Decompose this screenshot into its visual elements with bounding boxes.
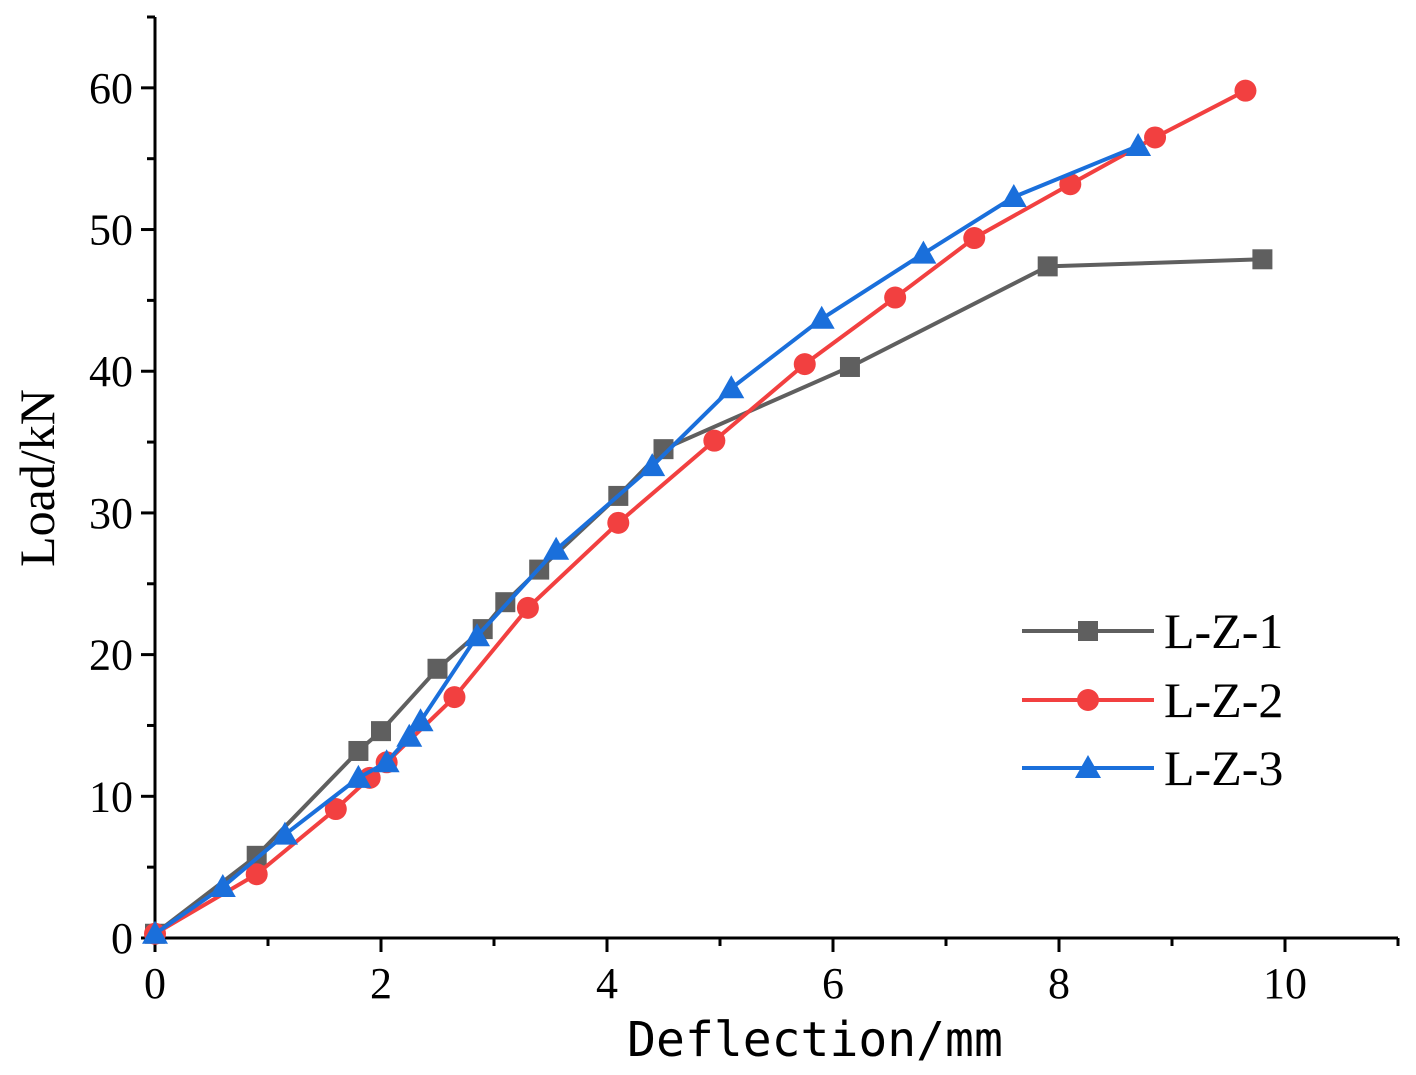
y-axis-title: Load/kN	[9, 389, 65, 567]
data-point-L-Z-1	[371, 721, 391, 742]
legend-label-L-Z-2: L-Z-2	[1164, 672, 1283, 728]
data-point-L-Z-2	[963, 227, 986, 250]
y-tick-label: 0	[111, 914, 133, 963]
data-point-L-Z-2	[516, 596, 539, 619]
x-tick-label: 6	[822, 959, 844, 1008]
legend: L-Z-1 L-Z-2 L-Z-3	[1022, 603, 1283, 796]
data-point-L-Z-2	[793, 353, 816, 376]
data-point-L-Z-3	[271, 821, 298, 845]
x-axis-title: Deflection/mm	[627, 1012, 1003, 1068]
data-point-L-Z-2	[324, 798, 347, 821]
y-tick-label: 60	[89, 64, 133, 113]
data-point-L-Z-1	[1252, 249, 1273, 270]
data-point-L-Z-1	[427, 658, 448, 679]
data-point-L-Z-3	[464, 623, 491, 647]
data-point-L-Z-1	[348, 740, 369, 761]
data-point-L-Z-3	[142, 920, 168, 944]
x-tick-label: 10	[1263, 959, 1307, 1008]
series-line-L-Z-1	[153, 257, 1263, 936]
legend-marker-L-Z-1	[1078, 621, 1098, 641]
data-point-L-Z-3	[209, 873, 236, 897]
data-point-L-Z-3	[639, 453, 666, 477]
data-point-L-Z-2	[607, 511, 630, 534]
legend-marker-L-Z-3	[1075, 755, 1101, 778]
axes: 0 2 4 6 8 10 0 10 20 30 40 50 60	[89, 15, 1400, 1008]
data-point-L-Z-1	[839, 356, 860, 377]
series-layer	[142, 79, 1273, 945]
data-point-L-Z-3	[910, 240, 937, 264]
y-tick-label: 50	[89, 206, 133, 255]
data-point-L-Z-3	[345, 764, 372, 788]
data-point-L-Z-2	[245, 863, 268, 886]
legend-marker-L-Z-2	[1077, 689, 1099, 711]
y-tick-label: 40	[89, 347, 133, 396]
y-tick-label: 10	[89, 772, 133, 821]
legend-label-L-Z-3: L-Z-3	[1164, 740, 1283, 796]
series-L-Z-3	[142, 132, 1152, 944]
data-point-L-Z-2	[1144, 126, 1167, 149]
x-tick-label: 8	[1048, 959, 1070, 1008]
data-point-L-Z-2	[1234, 79, 1257, 102]
data-point-L-Z-2	[443, 686, 466, 709]
x-tick-label: 2	[370, 959, 392, 1008]
data-point-L-Z-1	[653, 439, 674, 460]
series-L-Z-1	[145, 249, 1273, 944]
data-point-L-Z-3	[808, 305, 835, 329]
y-tick-label: 30	[89, 489, 133, 538]
data-point-L-Z-3	[373, 749, 400, 773]
x-tick-label: 4	[596, 959, 618, 1008]
x-tick-label: 0	[144, 959, 166, 1008]
data-point-L-Z-1	[1037, 256, 1058, 277]
data-point-L-Z-2	[1059, 173, 1082, 196]
data-point-L-Z-3	[543, 536, 570, 560]
data-point-L-Z-2	[703, 429, 726, 452]
data-point-L-Z-2	[884, 286, 907, 309]
data-point-L-Z-3	[718, 375, 745, 399]
data-point-L-Z-3	[1000, 183, 1027, 207]
data-point-L-Z-3	[1125, 132, 1152, 156]
y-tick-label: 20	[89, 631, 133, 680]
data-point-L-Z-3	[407, 708, 434, 732]
data-point-L-Z-3	[396, 723, 423, 747]
series-line-L-Z-3	[153, 144, 1139, 936]
legend-label-L-Z-1: L-Z-1	[1164, 603, 1283, 659]
